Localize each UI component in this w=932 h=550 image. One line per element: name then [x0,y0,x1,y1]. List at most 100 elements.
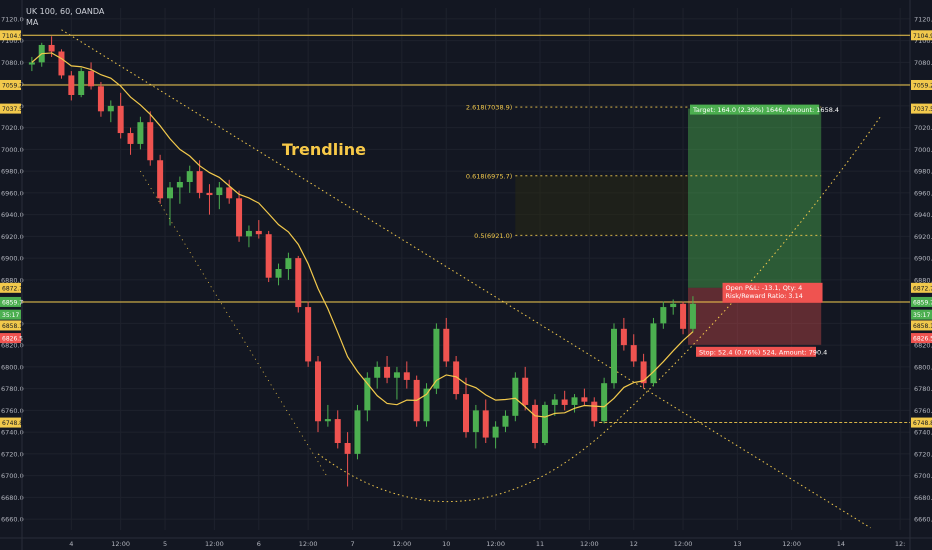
x-tick-label: 12 [630,540,638,548]
fib-level-label: 2.618(7038.9) [466,104,512,112]
price-axis-tag-label: 6858.1 [913,323,932,330]
candle-body [443,328,450,362]
price-axis-tag-left [0,282,21,293]
target-label-box [690,104,820,115]
candle-body [236,198,243,237]
price-axis-tag-label-left: 7104.9 [2,33,23,40]
price-axis-tag [911,309,932,320]
y-tick-label-right: 6980.0 [914,168,932,176]
candle-body [226,187,233,199]
y-tick-label-right: 6940.0 [914,211,932,219]
candle-body [127,133,134,144]
price-axis-tag [911,282,932,293]
candle-body [117,105,124,134]
candle-body [522,377,529,405]
y-tick-label-right: 6780.0 [914,385,932,393]
y-tick-label-left: 7020.0 [1,124,24,132]
symbol-title[interactable]: UK 100, 60, OANDA [26,7,105,16]
y-tick-label-right: 6800.0 [914,363,932,371]
candle-body [393,372,400,378]
rr-label: Risk/Reward Ratio: 3.14 [726,292,803,300]
fib-zone [515,175,688,236]
x-tick-label: 11 [536,540,544,548]
y-tick-label-left: 6940.0 [1,211,24,219]
candle-body [384,366,391,378]
candle-body [364,377,371,411]
candle-body [344,443,351,454]
candle-body [147,122,154,161]
candle-body [630,345,637,362]
price-axis-tag-left [0,417,21,428]
indicator-label[interactable]: MA [26,18,39,27]
candle-body [176,182,183,188]
y-tick-label-left: 6760.0 [1,407,24,415]
candle-body [167,187,173,199]
trendline-annotation[interactable]: Trendline [282,140,366,159]
candle-body [107,105,114,112]
stop-label: Stop: 52.4 (0.76%) 524, Amount: 790.4 [699,348,827,356]
y-tick-label-left: 7000.0 [1,146,24,154]
x-tick-label: 13 [733,540,741,548]
x-tick-label: 4 [69,540,73,548]
price-axis-tag-label: 6872.7 [913,285,932,292]
y-tick-label-left: 6800.0 [1,363,24,371]
y-tick-label-left: 6720.0 [1,450,24,458]
candle-body [68,75,75,95]
candle-body [216,187,223,196]
y-tick-label-right: 7000.0 [914,146,932,154]
candle-body [255,230,262,235]
y-tick-label-left: 6960.0 [1,189,24,197]
y-tick-label-right: 6880.0 [914,276,932,284]
y-tick-label-right: 7120.0 [914,15,932,23]
y-tick-label-left: 7100.0 [1,37,24,45]
candle-body [285,258,292,269]
pnl-label: Open P&L: -13.1, Qty: 4 [726,284,803,292]
y-tick-label-right: 6960.0 [914,189,932,197]
x-tick-label: 12:00 [299,540,318,548]
y-tick-label-left: 6880.0 [1,276,24,284]
candle-body [650,323,657,384]
price-axis-tag-label-left: 6858.1 [2,323,23,330]
candle-body [482,410,489,438]
candle-body [601,383,608,422]
price-axis-tag-label: 7059.2 [913,82,932,89]
price-axis-tag-left [0,309,21,320]
price-axis-tag [911,320,932,331]
candle-body [305,307,312,362]
candle-body [403,372,410,380]
y-tick-label-left: 6900.0 [1,255,24,263]
y-tick-label-left: 6920.0 [1,233,24,241]
stop-label-box [696,346,816,357]
x-tick-label: 12:00 [111,540,130,548]
y-tick-label-right: 6760.0 [914,407,932,415]
y-tick-label-left: 6740.0 [1,429,24,437]
y-tick-label-right: 7020.0 [914,124,932,132]
y-tick-label-left: 6980.0 [1,168,24,176]
y-tick-label-right: 6720.0 [914,450,932,458]
candle-body [315,361,321,422]
candle-body [295,258,302,308]
x-tick-label: 12:00 [392,540,411,548]
x-tick-label: 6 [257,540,261,548]
candle-body [157,160,164,199]
y-tick-label-left: 6700.0 [1,472,24,480]
y-tick-label-right: 6660.0 [914,516,932,524]
candle-body [433,328,440,389]
candle-body [611,328,617,384]
y-tick-label-right: 7100.0 [914,37,932,45]
trendline [61,29,871,529]
x-tick-label: 12:00 [782,540,801,548]
candle-body [561,399,568,405]
x-tick-label: 12: [895,540,905,548]
target-label: Target: 164.0 (2.39%) 1646, Amount: 1658… [692,106,839,114]
candle-body [206,192,213,196]
candle-body [275,269,282,278]
price-axis-tag-left [0,103,21,114]
x-tick-label: 12:00 [205,540,224,548]
y-tick-label-left: 6660.0 [1,516,24,524]
candle-body [541,404,548,443]
price-axis-tag [911,333,932,344]
target-zone [688,108,822,288]
price-axis-tag-left [0,320,21,331]
